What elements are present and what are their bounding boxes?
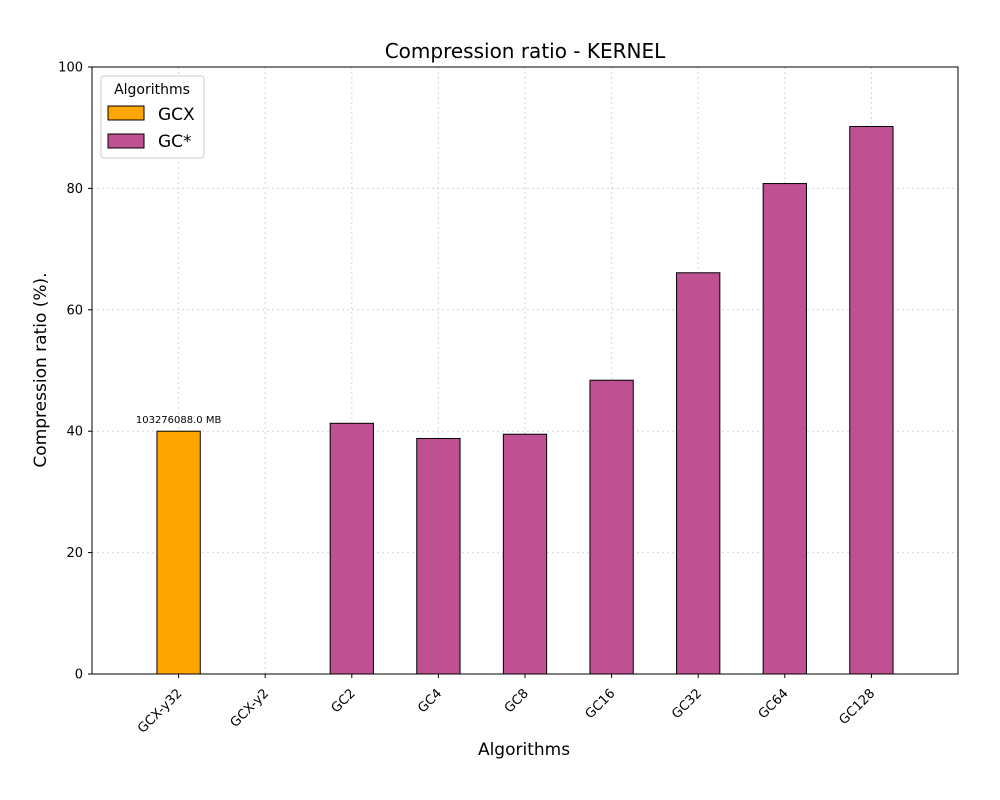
- legend-swatch-gc-star: [107, 133, 145, 149]
- bar-gc128: [849, 125, 894, 675]
- bar-gc4: [416, 437, 461, 675]
- chart-title: Compression ratio - KERNEL: [385, 39, 666, 63]
- bars-layer: 103276088.0 MB: [136, 125, 894, 675]
- legend-label-gc-star: GC*: [158, 132, 192, 152]
- legend-swatch-gcx: [107, 105, 145, 121]
- bar-gc2: [329, 422, 374, 675]
- legend-label-gcx: GCX: [158, 105, 195, 125]
- y-axis-title: Compression ratio (%).: [31, 272, 51, 467]
- bar-gc32: [676, 272, 721, 675]
- y-tick-label: 40: [66, 425, 83, 440]
- x-axis-title: Algorithms: [478, 740, 570, 760]
- legend-title: Algorithms: [114, 82, 190, 98]
- legend: Algorithms GCX GC*: [100, 75, 205, 159]
- bar-gcx-y32: [156, 430, 201, 675]
- bar-gc8: [502, 433, 548, 675]
- bar-gc64: [762, 183, 807, 675]
- data-label: 103276088.0 MB: [136, 415, 222, 426]
- y-tick-label: 20: [66, 546, 83, 561]
- y-tick-label: 80: [66, 182, 83, 197]
- y-tick-label: 60: [66, 303, 83, 318]
- y-tick-label: 0: [75, 668, 83, 683]
- y-tick-label: 100: [58, 61, 83, 76]
- bar-gc16: [589, 379, 634, 675]
